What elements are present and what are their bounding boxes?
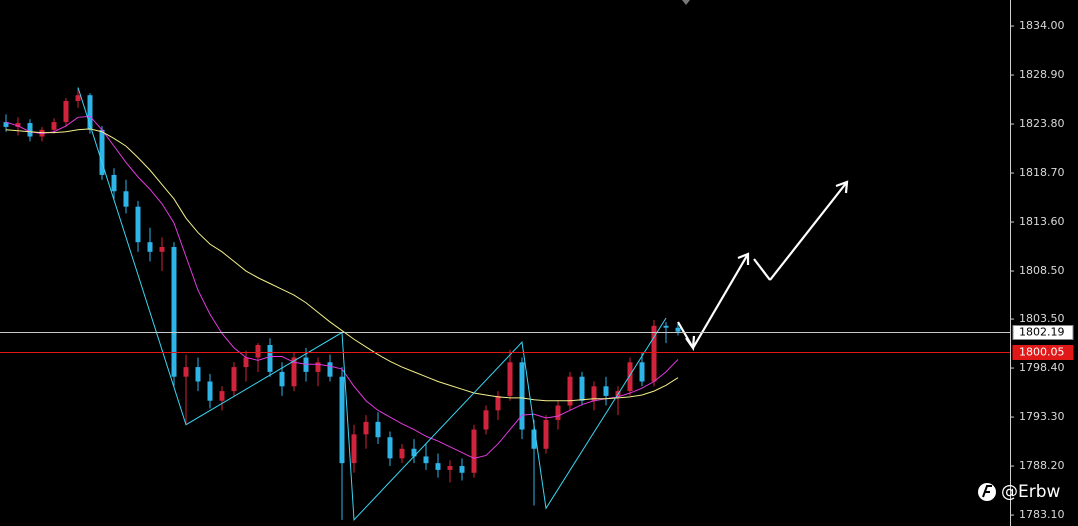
watermark-logo-mark [982,485,992,498]
moving-average [5,115,679,459]
candle-body [567,376,573,406]
watermark-text: @Erbw [1001,482,1061,502]
watermark: @Erbw [978,482,1061,502]
candle-body [495,395,501,411]
candle-body [663,325,669,328]
candle-body [447,466,453,470]
moving-average [5,128,679,402]
candle-body [207,381,213,401]
candle-body [435,463,441,470]
candle-body [483,410,489,430]
candle-body [399,448,405,459]
candle-body [507,362,513,396]
candle-body [75,95,81,101]
y-tick-label: 1793.30 [1019,410,1065,423]
candle-body [459,466,465,473]
candle-body [363,421,369,435]
y-tick-label: 1818.70 [1019,166,1065,179]
candle-body [243,357,249,368]
candle-body [519,362,525,430]
candle-body [423,456,429,464]
zigzag-line [77,87,667,522]
scroll-marker [682,0,690,5]
candle-body [27,123,33,137]
candle-body [591,386,597,401]
candle-body [651,325,657,382]
candle-body [675,327,681,332]
y-tick-label: 1823.80 [1019,117,1065,130]
candle-body [159,247,165,252]
forecast-leg [769,181,848,281]
plot-area [3,87,681,522]
forecast-leg [753,258,771,281]
y-tick-label: 1798.40 [1019,361,1065,374]
candle-body [123,191,129,207]
candle-body [15,123,21,127]
arrow-head [835,180,849,194]
candle-body [219,391,225,401]
y-tick-label: 1828.90 [1019,68,1065,81]
candle-body [135,206,141,243]
candle-body [147,242,153,252]
price-tag [1012,345,1074,360]
candle-body [627,362,633,392]
candle-body [171,247,177,377]
candle-body [579,376,585,401]
candle-body [315,362,321,372]
arrow-head [737,252,750,265]
candle-body [51,122,57,130]
candle-body [555,405,561,420]
y-tick-label: 1788.20 [1019,459,1065,472]
y-tick-label: 1803.50 [1019,312,1065,325]
candle-body [375,421,381,438]
y-tick-label: 1834.00 [1019,19,1065,32]
candle-body [3,122,9,127]
candle-body [339,376,345,464]
price-tag-label: 1802.19 [1019,326,1065,339]
candle-body [195,367,201,382]
candle-body [267,344,273,372]
y-tick-label: 1813.60 [1019,215,1065,228]
candle-body [471,429,477,473]
candle-body [603,386,609,396]
candle-body [291,357,297,387]
candle-body [639,362,645,382]
candle-body [387,437,393,459]
candle-body [279,371,285,387]
y-tick-label: 1783.10 [1019,508,1065,521]
candle-body [543,419,549,449]
candle-body [183,367,189,377]
candle-body [531,429,537,449]
candle-body [327,362,333,377]
y-tick-label: 1808.50 [1019,264,1065,277]
candle-body [255,344,261,358]
candle-body [231,367,237,392]
candle-body [87,95,93,130]
candle-body [63,100,69,123]
candle-body [111,174,117,192]
candle-body [411,448,417,457]
price-tag [1012,325,1074,340]
candle-body [99,129,105,175]
price-tag-label: 1800.05 [1019,346,1065,359]
candle-body [351,434,357,464]
